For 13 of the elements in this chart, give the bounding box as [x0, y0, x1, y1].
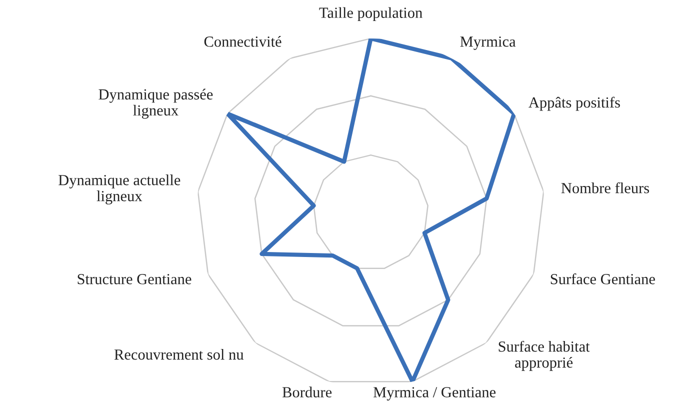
- spoke-label: Surface Gentiane: [550, 273, 655, 284]
- spoke-label: Myrmica / Gentiane: [373, 387, 496, 401]
- spoke-label: Dynamique passée ligneux: [98, 88, 213, 119]
- spoke-label: Surface habitat approprié: [498, 340, 590, 371]
- spoke-label: Dynamique actuelle ligneux: [58, 174, 180, 204]
- spoke-label: Bordure: [282, 386, 332, 398]
- spoke-label: Nombre fleurs: [561, 182, 650, 194]
- spoke-label: Recouvrement sol nu: [114, 348, 244, 360]
- spoke-label: Connectivité: [204, 36, 282, 47]
- spoke-label: Appâts positifs: [528, 96, 620, 111]
- spoke-label: Structure Gentiane: [78, 274, 192, 284]
- spoke-label: Taille population: [319, 7, 422, 22]
- spoke-label: Myrmica: [460, 36, 516, 50]
